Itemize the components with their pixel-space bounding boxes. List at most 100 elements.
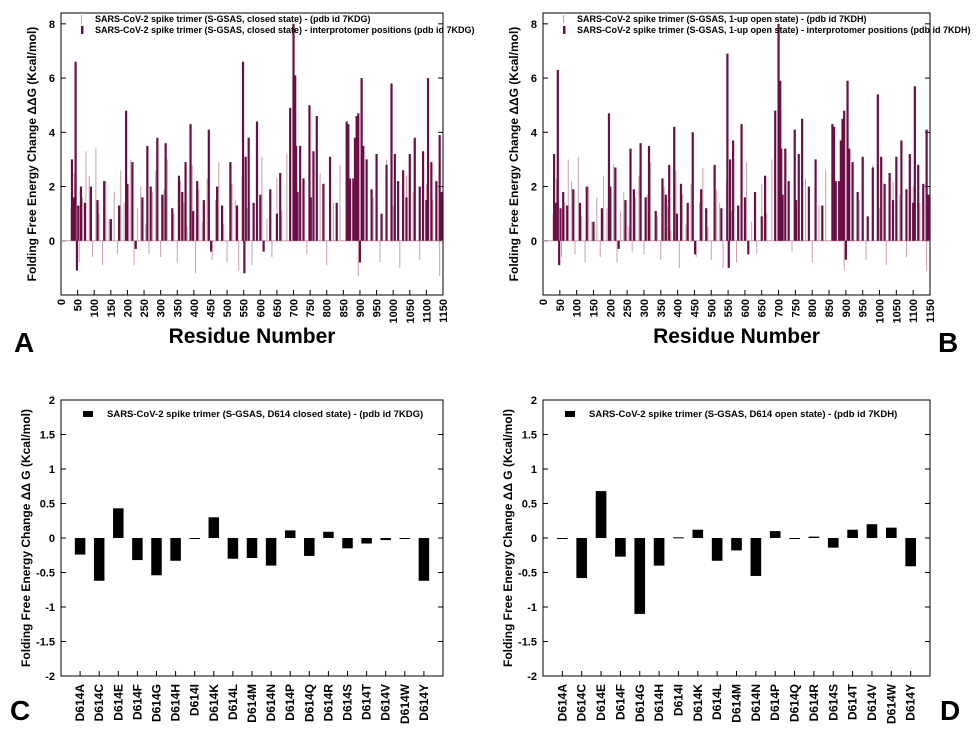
x-tick-label: 150 [588,299,600,317]
x-tick-label: 950 [372,299,384,317]
x-category-label: D614S [826,684,840,721]
y-tick-label: -0.5 [36,568,55,580]
y-tick-label: 0.5 [40,499,55,511]
bar-d614n [265,538,277,566]
y-tick-label: -2 [45,671,55,683]
legend-label: SARS-CoV-2 spike trimer (S-GSAS, D614 op… [589,409,897,420]
bar-d614r [323,531,334,538]
bar-d614m [246,538,258,559]
x-category-label: D614G [150,684,164,722]
x-tick-label: 200 [122,299,134,317]
y-tick-label: 2 [531,182,537,194]
x-tick-label: 0 [56,299,68,305]
x-tick-label: 300 [156,299,168,317]
x-category-label: D614K [691,684,705,722]
y-tick-label: 1.5 [522,430,537,442]
x-category-label: D614A [555,684,569,722]
x-tick-label: 500 [706,299,718,317]
bar-d614w [399,538,411,539]
y-tick-label: 2 [49,395,55,407]
legend-swatch [81,15,82,23]
legend-swatch [563,26,566,34]
x-tick-label: 450 [689,299,701,317]
bar-d614s [342,538,353,549]
bar-d614g [151,538,162,576]
x-axis-label: Residue Number [653,325,820,348]
y-tick-label: 0 [49,533,55,545]
x-tick-label: 700 [289,299,301,317]
y-tick-label: 1 [49,464,55,476]
x-category-label: D614E [594,684,608,721]
x-category-label: D614R [807,684,821,722]
bar-d614n [750,538,762,576]
x-category-label: D614G [633,684,647,722]
legend-swatch [81,26,84,34]
x-tick-label: 700 [774,299,786,317]
y-tick-label: 8 [49,19,55,31]
x-category-label: D614T [360,683,374,720]
bar-d614f [615,538,626,557]
bar-d614i [673,537,684,539]
legend-label: SARS-CoV-2 spike trimer (S-GSAS, 1-up op… [577,14,867,24]
legend-swatch [83,411,93,417]
x-category-label: D614W [884,683,898,724]
legend-label: SARS-CoV-2 spike trimer (S-GSAS, 1-up op… [577,25,971,35]
x-category-label: D614I [188,684,202,716]
x-category-label: D614V [865,684,879,721]
x-tick-label: 400 [189,299,201,317]
y-tick-label: -1 [527,602,537,614]
x-tick-label: 800 [322,299,334,317]
bar-d614c [576,538,588,579]
x-tick-label: 100 [89,299,101,317]
x-tick-label: 500 [222,299,234,317]
x-tick-label: 850 [824,299,836,317]
y-axis-label: Folding Free Energy Change ΔΔG (Kcal/mol… [25,27,39,282]
bar-d614h [170,538,181,561]
x-tick-label: 750 [790,299,802,317]
x-tick-label: 50 [555,299,567,311]
x-category-label: D614M [245,684,259,723]
x-category-label: D614Q [788,684,802,722]
bar-d614l [227,538,239,559]
x-axis-label: Residue Number [169,325,336,348]
y-axis-label: Folding Free Energy Change ΔΔ G (Kcal/mo… [501,409,515,667]
legend-label: SARS-CoV-2 spike trimer (S-GSAS, D614 cl… [107,409,423,420]
x-tick-label: 650 [757,299,769,317]
x-category-label: D614S [341,684,355,721]
x-category-label: D614L [710,684,724,720]
x-category-label: D614W [398,683,412,724]
x-category-label: D614I [671,684,685,716]
x-category-label: D614N [749,684,763,721]
chart-panel-d: -2 -1.5 -1 -0.5 0 0.5 1 1.5 2 D614A D614C D614E D614… [501,395,960,726]
y-tick-label: -1.5 [518,637,537,649]
x-tick-label: 350 [656,299,668,317]
panel-letter: C [10,695,30,726]
bar-d614p [284,530,296,538]
legend-label: SARS-CoV-2 spike trimer (S-GSAS, closed … [95,14,371,24]
bar-d614l [711,538,723,561]
legend-swatch [563,15,564,23]
plot-frame [60,12,444,296]
x-tick-label: 750 [305,299,317,317]
x-tick-label: 900 [355,299,367,317]
y-tick-label: 4 [531,127,538,139]
x-category-label: D614N [264,684,278,721]
x-tick-label: 550 [239,299,251,317]
x-category-label: D614C [575,684,589,722]
bar-d614f [132,538,143,561]
panel-letter: D [940,695,960,726]
x-tick-label: 250 [622,299,634,317]
x-category-label: D614L [226,684,240,720]
x-tick-label: 850 [338,299,350,317]
bar-d614k [208,517,220,538]
x-category-label: D614H [169,684,183,721]
legend-swatch [565,411,575,417]
bar-d614a [557,538,568,539]
plot-frame [542,12,931,296]
y-tick-label: 0 [49,236,55,248]
x-tick-label: 1000 [388,299,400,323]
x-tick-label: 600 [740,299,752,317]
bar-d614w [885,527,897,538]
x-tick-label: 350 [172,299,184,317]
